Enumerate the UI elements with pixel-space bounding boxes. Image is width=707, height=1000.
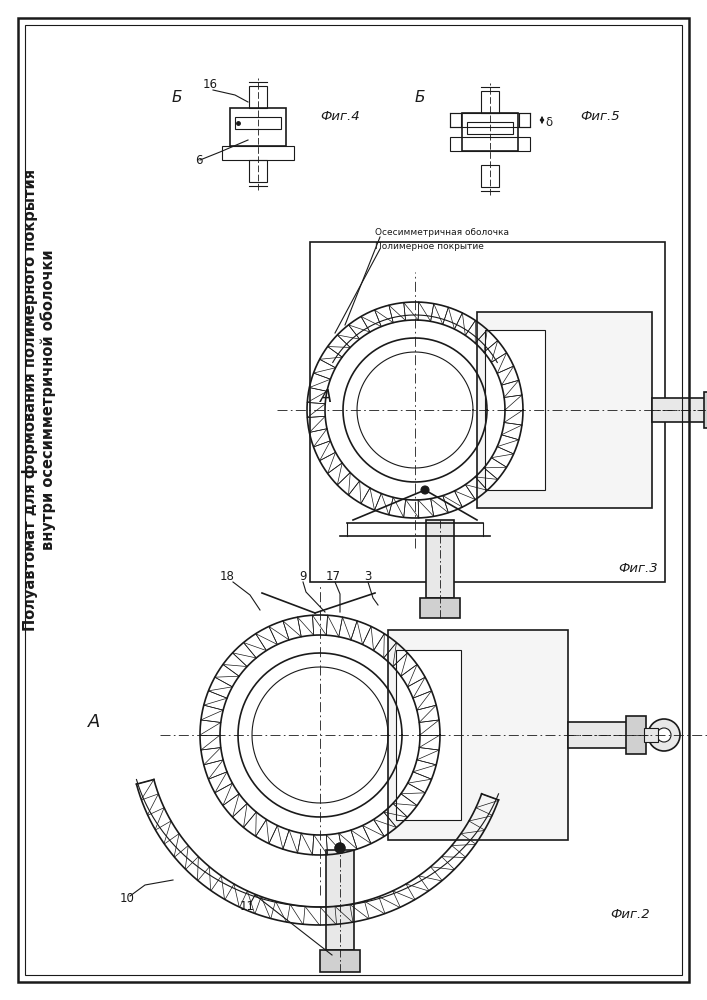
Text: 11: 11: [240, 900, 255, 913]
Bar: [310, 242, 665, 582]
Bar: [481, 91, 499, 113]
Circle shape: [657, 728, 671, 742]
Text: Полуавтомат для формования полимерного покрытия: Полуавтомат для формования полимерного п…: [22, 169, 38, 631]
Text: Полимерное покрытие: Полимерное покрытие: [375, 242, 484, 251]
Text: δ: δ: [545, 116, 552, 129]
Bar: [462, 113, 518, 151]
Text: 18: 18: [220, 570, 235, 583]
Bar: [388, 630, 568, 840]
Bar: [467, 122, 513, 134]
Bar: [481, 165, 499, 187]
Text: А: А: [88, 713, 100, 731]
Bar: [450, 137, 530, 151]
Circle shape: [335, 843, 345, 853]
Text: 9: 9: [299, 570, 307, 583]
Text: Фиг.4: Фиг.4: [320, 110, 360, 123]
Bar: [396, 650, 461, 820]
Text: Б: Б: [172, 90, 182, 105]
Bar: [222, 146, 294, 160]
Bar: [249, 160, 267, 182]
Bar: [249, 86, 267, 108]
Bar: [426, 520, 454, 598]
Bar: [235, 117, 281, 129]
Text: 3: 3: [364, 570, 371, 583]
Text: Фиг.5: Фиг.5: [580, 110, 619, 123]
Text: 6: 6: [195, 154, 202, 167]
Bar: [644, 728, 658, 742]
Bar: [704, 392, 707, 428]
Circle shape: [648, 719, 680, 751]
Bar: [420, 598, 460, 618]
Bar: [326, 850, 354, 950]
Bar: [626, 716, 646, 754]
Bar: [652, 398, 707, 422]
Circle shape: [335, 843, 345, 853]
Bar: [519, 113, 530, 127]
Text: 10: 10: [120, 892, 135, 905]
Text: 17: 17: [326, 570, 341, 583]
Text: Фиг.2: Фиг.2: [610, 908, 650, 921]
Bar: [477, 312, 652, 508]
Bar: [320, 950, 360, 972]
Bar: [450, 113, 461, 127]
Text: 16: 16: [203, 78, 218, 91]
Text: Осесимметричная оболочка: Осесимметричная оболочка: [375, 228, 509, 237]
Bar: [230, 108, 286, 146]
Text: внутри осесимметричной оболочки: внутри осесимметричной оболочки: [40, 250, 56, 550]
Circle shape: [421, 486, 429, 494]
Text: А: А: [320, 388, 332, 406]
Text: Б: Б: [415, 90, 426, 105]
Bar: [485, 330, 545, 490]
Bar: [568, 722, 633, 748]
Text: Фиг.3: Фиг.3: [618, 562, 658, 575]
